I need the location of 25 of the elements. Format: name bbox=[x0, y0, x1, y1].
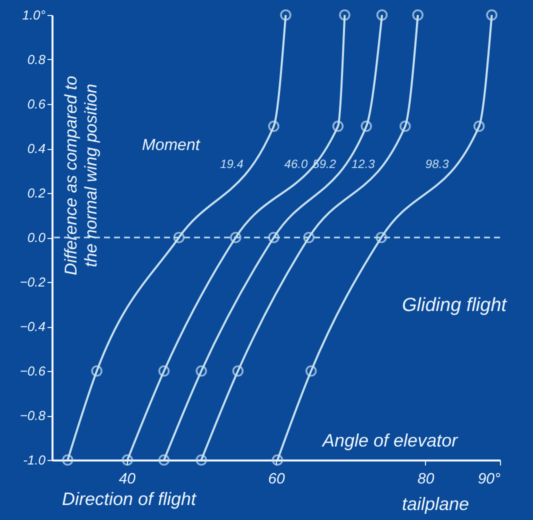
y-tick-label: 1.0° bbox=[22, 8, 46, 22]
x-axis-title: Angle of elevator bbox=[322, 430, 459, 450]
y-tick-label: 0.8 bbox=[27, 52, 46, 67]
x-tick-label: 40 bbox=[118, 470, 136, 488]
y-tick-label: −0.4 bbox=[20, 319, 46, 334]
text: Direction of flight bbox=[62, 489, 198, 509]
x-tick-label: 80 bbox=[417, 470, 435, 488]
annotation: Gliding flight bbox=[402, 295, 508, 316]
y-tick-label: -1.0 bbox=[23, 452, 46, 468]
y-axis-title: Difference as compared to the normal wing position bbox=[62, 76, 100, 276]
y-tick-label: 0.0 bbox=[27, 230, 46, 245]
x-tick-label: 60 bbox=[268, 470, 286, 488]
y-tick-label: 0.6 bbox=[27, 96, 46, 112]
text: tailplane bbox=[402, 494, 470, 514]
series-label: 98.3 bbox=[425, 157, 450, 172]
annotation: Moment bbox=[142, 137, 200, 154]
y-tick-label: 0.2 bbox=[27, 186, 46, 200]
x-tick-label: 90° bbox=[478, 470, 500, 488]
y-tick-label: −0.8 bbox=[20, 408, 46, 423]
series-label: 12.3 bbox=[351, 157, 376, 172]
y-tick-label: 0.4 bbox=[27, 141, 46, 156]
y-tick-label: −0.2 bbox=[20, 274, 46, 290]
y-tick-label: −0.6 bbox=[20, 364, 46, 378]
series-label: 46.0 bbox=[284, 157, 308, 172]
series-label: 19.4 bbox=[220, 157, 244, 172]
